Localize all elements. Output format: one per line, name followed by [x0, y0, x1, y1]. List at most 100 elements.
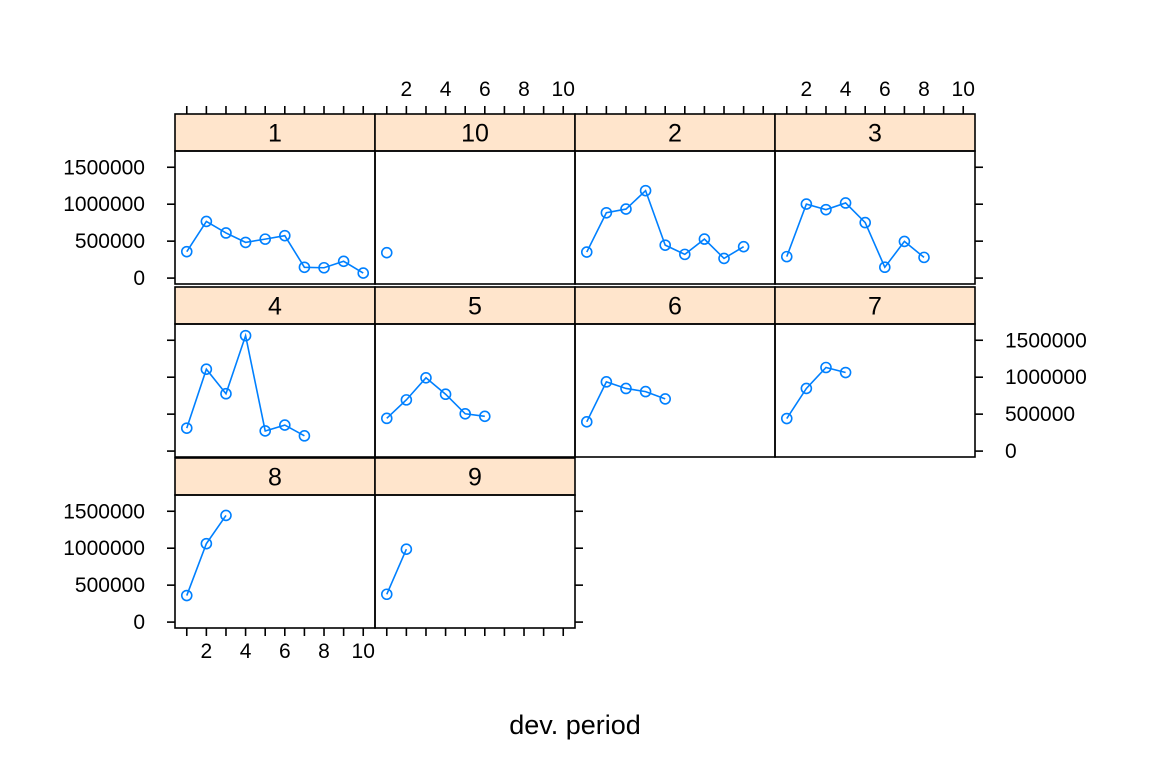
- panel-border-1: [174, 150, 376, 285]
- data-point-1-8: [318, 261, 330, 274]
- panel-5: 5: [374, 286, 576, 458]
- data-point-3-5: [859, 216, 871, 229]
- data-point-2-1: [580, 246, 593, 258]
- x-tick-label: 6: [479, 78, 491, 101]
- data-point-4-4: [239, 329, 252, 342]
- x-tick-label: 10: [552, 78, 575, 101]
- series-line-7: [786, 366, 846, 419]
- panel-8: 8: [174, 457, 376, 629]
- strip-label-4: 4: [268, 293, 282, 321]
- panel-10: 10: [374, 113, 576, 285]
- data-point-7-2: [800, 382, 813, 395]
- strip-6: [574, 286, 776, 325]
- strip-label-9: 9: [468, 464, 482, 492]
- y-tick-label: 1000000: [1005, 366, 1087, 389]
- data-point-2-7: [698, 233, 711, 245]
- data-point-2-3: [620, 203, 632, 215]
- x-tick-label: 6: [279, 640, 291, 663]
- x-tick-label: 8: [318, 640, 330, 663]
- data-point-1-5: [259, 233, 271, 245]
- data-point-6-1: [580, 416, 593, 428]
- panel-border-5: [374, 323, 576, 458]
- axes-layer: 2 4 6 8 10 2 4 6 8 102 4 6 8 100500000100000015000000…: [63, 78, 1087, 663]
- data-point-2-8: [718, 252, 730, 265]
- panel-border-8: [174, 494, 376, 629]
- y-tick-label: 1000000: [63, 537, 145, 560]
- y-tick-label: 1500000: [63, 156, 145, 179]
- y-tick-label: 1000000: [63, 193, 145, 216]
- strip-9: [374, 457, 576, 496]
- data-point-2-6: [679, 248, 691, 261]
- panel-1: 1: [174, 113, 376, 285]
- strip-label-8: 8: [268, 464, 282, 492]
- y-tick-label: 500000: [75, 574, 145, 597]
- data-point-1-7: [298, 261, 311, 274]
- data-point-8-2: [200, 537, 213, 550]
- panel-border-4: [174, 323, 376, 458]
- x-tick-label: 10: [352, 640, 375, 663]
- data-point-3-1: [780, 250, 793, 263]
- panel-6: 6: [574, 286, 776, 458]
- panels-layer: 1 10 2 3 4 5 6 7 8 9: [174, 113, 976, 629]
- strip-5: [374, 286, 576, 325]
- data-point-6-3: [620, 382, 632, 395]
- data-point-10-1: [380, 246, 393, 259]
- x-tick-label: 10: [952, 78, 975, 101]
- strip-label-2: 2: [668, 120, 682, 148]
- x-tick-label: 4: [240, 640, 252, 663]
- y-tick-label: 0: [133, 267, 145, 290]
- panel-7: 7: [774, 286, 976, 458]
- x-tick-label: 8: [518, 78, 530, 101]
- data-point-3-3: [820, 203, 832, 216]
- panel-4: 4: [174, 286, 376, 458]
- strip-label-3: 3: [868, 120, 882, 148]
- data-point-3-4: [839, 197, 852, 209]
- data-point-1-6: [279, 229, 291, 242]
- x-tick-label: 8: [918, 78, 930, 101]
- data-point-5-2: [400, 394, 413, 406]
- data-point-5-1: [380, 412, 393, 425]
- data-point-2-9: [737, 240, 750, 253]
- y-tick-label: 0: [133, 611, 145, 634]
- strip-label-5: 5: [468, 293, 482, 321]
- data-point-8-1: [180, 589, 193, 602]
- data-point-7-1: [780, 412, 793, 425]
- data-point-1-1: [180, 245, 193, 258]
- series-line-2: [586, 189, 745, 260]
- strip-7: [774, 286, 976, 325]
- series-line-9: [386, 548, 408, 595]
- data-point-9-2: [400, 543, 413, 555]
- data-point-7-3: [820, 361, 832, 374]
- series-line-1: [186, 220, 364, 274]
- series-line-4: [186, 332, 305, 437]
- data-point-1-3: [220, 227, 232, 239]
- data-point-9-1: [380, 588, 393, 601]
- data-point-4-5: [259, 425, 271, 437]
- series-line-6: [586, 380, 666, 423]
- data-point-4-1: [180, 422, 193, 434]
- strip-3: [774, 113, 976, 152]
- y-tick-label: 500000: [1005, 403, 1075, 426]
- data-point-5-6: [479, 410, 491, 423]
- y-tick-label: 1500000: [1005, 329, 1087, 352]
- data-point-5-5: [459, 407, 471, 420]
- strip-1: [174, 113, 376, 152]
- data-point-3-7: [898, 235, 911, 248]
- data-point-7-4: [839, 366, 852, 379]
- panel-9: 9: [374, 457, 576, 629]
- x-tick-label: 4: [840, 78, 852, 101]
- x-tick-label: 2: [801, 78, 813, 101]
- strip-8: [174, 457, 376, 496]
- data-point-6-5: [659, 393, 671, 405]
- x-tick-label: 4: [440, 78, 452, 101]
- series-line-3: [786, 202, 925, 269]
- panel-border-6: [574, 323, 776, 458]
- data-point-4-6: [279, 419, 291, 431]
- data-point-6-2: [600, 376, 613, 388]
- data-point-8-3: [220, 509, 232, 522]
- data-point-4-2: [200, 363, 213, 376]
- data-point-1-10: [357, 267, 370, 279]
- data-point-6-4: [639, 385, 652, 398]
- x-axis-title: dev. period: [509, 710, 641, 740]
